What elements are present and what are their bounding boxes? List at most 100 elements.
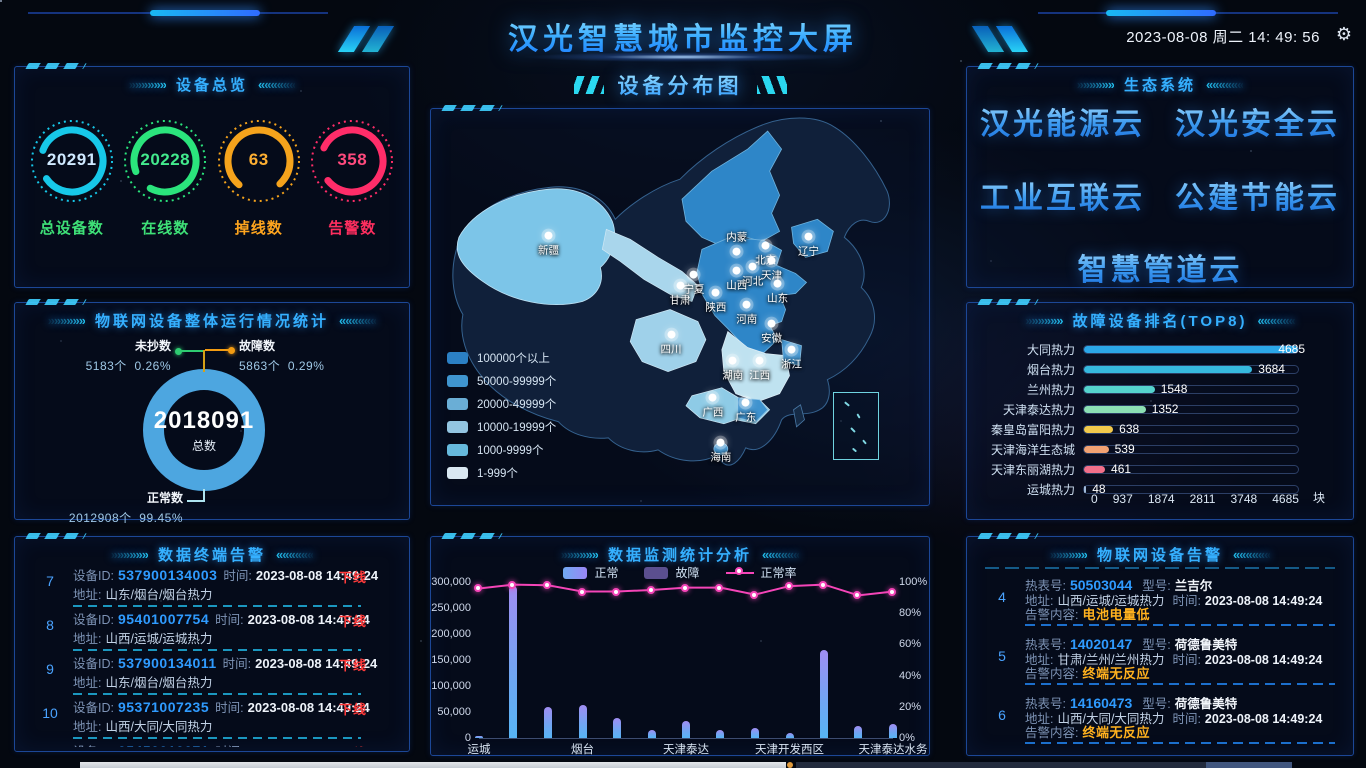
iot-alert-row[interactable]: 6 热表号: 14160473 型号: 荷德鲁美特 地址: 山西/大同/大同热力 时间: 202… [979,693,1341,740]
device-overview-title: 设备总览 [175,77,248,94]
province-marker-山东[interactable]: 山东 [767,279,788,305]
gauge-total-devices: 20291 总设备数 [27,117,117,238]
addr-label: 地址: [73,720,102,734]
fault-ranking-title: 故障设备排名(TOP8) [1072,313,1248,330]
province-label: 海南 [710,451,732,464]
gauge-ring [217,120,300,202]
legend-swatch [447,352,468,364]
iot-stats-title: 物联网设备整体运行情况统计 [94,313,329,330]
province-label: 河南 [736,313,758,326]
device-address: 山西/大同/大同热力 [105,720,213,734]
province-marker-layer: 新疆 内蒙 辽宁 北京 天津 河北 山西 山东 宁夏 甘肃 陕西 河南 安徽 四川 浙江 湖南 江西 广西 广东 海南 [431,109,929,505]
callout-line [187,500,205,502]
normal-bar [682,720,690,738]
province-marker-河北[interactable]: 河北 [742,262,763,288]
ecosystem-item[interactable]: 工业互联云 [980,173,1145,217]
province-marker-四川[interactable]: 四川 [661,330,682,356]
province-marker-安徽[interactable]: 安徽 [761,319,782,346]
meter-id: 14160473 [1069,695,1133,711]
donut-total-label: 总数 [191,438,216,453]
alert-content: 终端无反应 [1082,725,1150,740]
normal-bar [543,707,552,738]
terminal-alert-row[interactable]: 8 设备ID: 95401007754 时间: 2023-08-08 14:49:24 下… [27,607,397,648]
y-left-label: 200,000 [431,628,471,640]
status-offline: 下线 [338,702,367,717]
normal-bar [889,724,897,738]
province-marker-辽宁[interactable]: 辽宁 [798,232,819,259]
iot-alert-row[interactable]: 4 热表号: 50503044 型号: 兰吉尔 地址: 山西/运城/运城热力 时间: 2023-… [979,575,1341,622]
panel-title-row: »»»»»» 数据监测统计分析 «««««« [431,544,929,565]
iot-alert-row[interactable]: 5 热表号: 14020147 型号: 荷德鲁美特 地址: 甘肃/兰州/兰州热力 时间: 202… [979,634,1341,681]
fault-dot [228,347,235,354]
ecosystem-item[interactable]: 智慧管道云 [1078,245,1243,289]
province-marker-甘肃[interactable]: 甘肃 [670,281,691,307]
settings-gear-icon[interactable]: ⚙ [1335,24,1352,44]
device-id: 95401007754 [117,611,210,627]
map-subtitle-row: 设备分布图 [430,70,930,100]
callout-line [205,349,229,351]
province-label: 天津 [761,269,783,282]
row-number: 4 [998,589,1006,605]
province-marker-内蒙[interactable]: 内蒙 [726,230,747,257]
callout-fault-values: 5863个 0.29% [239,359,325,373]
addr-label: 地址: [1025,593,1054,608]
panel-title-row: »»»»»» 生态系统 «««««« [967,74,1353,95]
normal-bar [647,729,656,738]
province-marker-陕西[interactable]: 陕西 [705,289,726,315]
chevron-right-decoration: »»»»»» [1025,313,1063,328]
ranking-name: 烟台热力 [1026,362,1075,377]
province-marker-广西[interactable]: 广西 [702,393,723,419]
taskbar-segment [80,762,786,768]
rate-point [611,587,620,596]
province-marker-宁夏[interactable]: 宁夏 [683,270,705,297]
province-marker-新疆[interactable]: 新疆 [538,232,559,258]
alert-time: 2023-08-08 14:49:24 [248,744,370,747]
addr-label: 地址: [73,676,102,690]
legend-row: 10000-19999个 [447,419,556,435]
y-left-label: 100,000 [431,680,471,692]
province-marker-浙江[interactable]: 浙江 [781,345,802,371]
alert-time: 2023-08-08 14:49:24 [247,700,370,715]
ecosystem-item[interactable]: 公建节能云 [1175,173,1340,217]
ranking-fill [1084,465,1106,473]
y-right-label: 0% [899,732,915,744]
ranking-row: 天津海洋生态城 539 [979,439,1341,459]
province-marker-湖南[interactable]: 湖南 [722,356,743,382]
gauge-label: 告警数 [328,220,377,237]
content-label: 告警内容: [1025,726,1079,740]
province-marker-广东[interactable]: 广东 [735,398,756,424]
terminal-alert-row[interactable]: 7 设备ID: 537900134003 时间: 2023-08-08 14:49:24… [27,563,397,604]
taskbar-segment [796,762,1206,768]
device-id: 537900134003 [117,567,218,583]
terminal-alert-list: 7 设备ID: 537900134003 时间: 2023-08-08 14:49:24… [27,563,397,747]
province-marker-海南[interactable]: 海南 [710,438,731,464]
meter-address: 甘肃/兰州/兰州热力 [1057,652,1165,667]
row-number: 6 [998,707,1006,723]
terminal-alert-row[interactable]: 11设备ID:95450010071时间:2023-08-08 14:49:24… [27,739,397,747]
callout-fault-label: 故障数 [239,339,276,353]
province-marker-江西[interactable]: 江西 [749,356,770,382]
callout-line [181,350,205,352]
legend-normal: 正常 [563,564,618,581]
ranking-name: 大同热力 [1026,342,1075,357]
province-marker-河南[interactable]: 河南 [736,300,757,326]
rate-line [478,583,894,597]
terminal-alert-row[interactable]: 10 设备ID: 95371007235 时间: 2023-08-08 14:49:24… [27,695,397,736]
map-dot [732,248,741,257]
terminal-alert-row[interactable]: 9 设备ID: 537900134011 时间: 2023-08-08 14:49:24… [27,651,397,692]
panel-title-row: »»»»»» 故障设备排名(TOP8) «««««« [967,310,1353,331]
province-label: 宁夏 [683,283,705,296]
legend-swatch [447,398,468,410]
rate-point [542,581,551,590]
status-offline: 下线 [339,744,367,747]
iot-alerts-panel: »»»»»» 物联网设备告警 «««««« 4 热表号: 50503044 型号: 兰吉… [966,533,1354,756]
donut-total-value: 2018091 [153,406,255,434]
province-marker-天津[interactable]: 天津 [761,256,783,283]
chevron-left-decoration: «««««« [1257,313,1295,328]
ecosystem-item[interactable]: 汉光安全云 [1175,99,1340,143]
time-label: 时间: [1172,593,1201,608]
legend-swatch [447,444,468,456]
callout-line [203,350,205,372]
ecosystem-item[interactable]: 汉光能源云 [980,99,1145,143]
province-marker-山西[interactable]: 山西 [726,266,747,292]
